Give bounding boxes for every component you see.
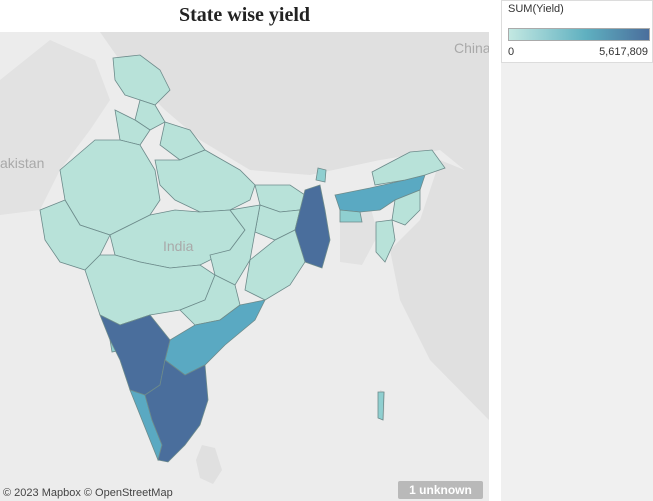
land-pakistan: [0, 40, 110, 215]
legend-max-label: 5,617,809: [599, 46, 648, 58]
side-panel: SUM(Yield) 0 5,617,809: [501, 0, 653, 501]
state-punjab[interactable]: [114, 109, 151, 146]
map-canvas: [0, 32, 489, 484]
state-arunachal[interactable]: [371, 149, 446, 186]
country-label-pakistan: akistan: [0, 155, 45, 171]
state-meghalaya[interactable]: [339, 209, 363, 223]
land-myanmar: [390, 160, 489, 420]
state-odisha[interactable]: [244, 229, 306, 301]
legend-min-label: 0: [508, 46, 515, 58]
legend-color-ramp: [508, 28, 650, 41]
map-view[interactable]: India akistan China © 2023 Mapbox © Open…: [0, 32, 489, 501]
land-china: [100, 32, 489, 190]
state-andaman[interactable]: [377, 391, 385, 421]
india-states: [39, 54, 446, 463]
state-uttar-pradesh[interactable]: [154, 149, 256, 213]
chart-title: State wise yield: [178, 4, 311, 26]
state-mizoram-tripura[interactable]: [375, 219, 396, 263]
panel-divider: [489, 0, 501, 501]
state-himachal[interactable]: [134, 99, 166, 131]
country-label-india: India: [163, 238, 194, 254]
country-label-china: China: [454, 40, 489, 56]
color-legend[interactable]: SUM(Yield) 0 5,617,809: [501, 0, 653, 63]
land-sri-lanka: [196, 445, 222, 484]
state-karnataka[interactable]: [99, 314, 171, 396]
map-attribution[interactable]: © 2023 Mapbox © OpenStreetMap: [3, 487, 173, 499]
state-tamil-nadu[interactable]: [144, 359, 209, 463]
unknown-indicator[interactable]: 1 unknown: [398, 481, 483, 499]
state-nagaland-manipur[interactable]: [391, 189, 421, 226]
surrounding-land: [0, 32, 489, 484]
state-sikkim[interactable]: [315, 167, 327, 183]
legend-title: SUM(Yield): [508, 3, 564, 15]
